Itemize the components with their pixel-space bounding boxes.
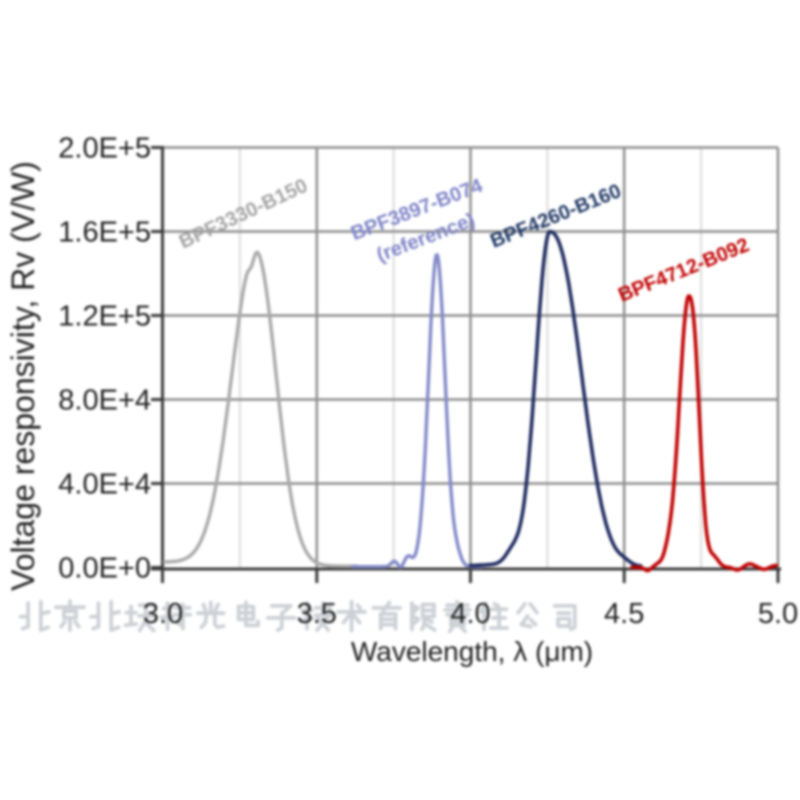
svg-text:Voltage responsivity, Rv (V/W): Voltage responsivity, Rv (V/W) <box>5 161 41 591</box>
svg-text:5.0: 5.0 <box>758 598 798 630</box>
svg-text:3.0: 3.0 <box>143 598 183 630</box>
svg-text:1.6E+5: 1.6E+5 <box>58 217 151 249</box>
svg-text:2.0E+5: 2.0E+5 <box>58 133 151 165</box>
svg-text:Wavelength, λ (μm): Wavelength, λ (μm) <box>351 636 593 667</box>
svg-text:8.0E+4: 8.0E+4 <box>58 385 151 417</box>
svg-text:4.5: 4.5 <box>604 598 644 630</box>
svg-text:4.0: 4.0 <box>450 598 490 630</box>
svg-text:1.2E+5: 1.2E+5 <box>58 301 151 333</box>
svg-text:3.5: 3.5 <box>297 598 337 630</box>
svg-text:4.0E+4: 4.0E+4 <box>58 469 151 501</box>
svg-text:0.0E+0: 0.0E+0 <box>58 553 151 585</box>
